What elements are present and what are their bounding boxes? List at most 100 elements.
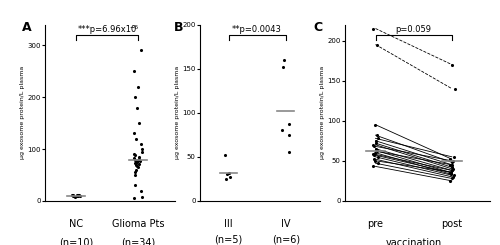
Point <box>368 164 376 168</box>
Y-axis label: µg exosome protein/L plasma: µg exosome protein/L plasma <box>20 66 24 159</box>
Text: vaccination: vaccination <box>386 238 442 245</box>
Point <box>374 136 382 140</box>
Text: −6: −6 <box>130 25 139 30</box>
Text: C: C <box>313 21 322 34</box>
Point <box>131 153 139 157</box>
Point <box>130 69 138 73</box>
Point <box>136 189 144 193</box>
Point <box>450 155 458 159</box>
Point <box>69 194 77 198</box>
Point <box>446 179 454 183</box>
Text: (n=10): (n=10) <box>59 238 93 245</box>
Point <box>136 121 143 125</box>
Point <box>374 155 382 159</box>
Point <box>450 167 458 171</box>
Text: (n=34): (n=34) <box>120 238 155 245</box>
Point <box>369 152 377 156</box>
Point <box>130 152 138 156</box>
Text: B: B <box>174 21 183 34</box>
Point <box>450 173 458 177</box>
Text: **p=0.0043: **p=0.0043 <box>232 25 282 34</box>
Point <box>448 169 456 172</box>
Point <box>130 132 138 135</box>
Point <box>450 87 458 91</box>
Point <box>134 165 142 169</box>
Point <box>134 85 142 89</box>
Point <box>371 159 379 163</box>
Point <box>370 153 378 157</box>
Text: III: III <box>224 219 233 229</box>
Point <box>373 133 381 137</box>
Point <box>222 172 230 176</box>
Point <box>371 123 379 127</box>
Point <box>220 153 228 157</box>
Point <box>369 143 377 147</box>
Point <box>285 150 293 154</box>
Point <box>285 133 293 137</box>
Point <box>138 150 145 154</box>
Text: (n=5): (n=5) <box>214 234 242 245</box>
Point <box>134 158 142 161</box>
Text: Glioma Pts: Glioma Pts <box>112 219 164 229</box>
Point <box>132 137 140 141</box>
Point <box>370 144 378 148</box>
Text: (n=6): (n=6) <box>272 234 300 245</box>
Y-axis label: µg exosome protein/L plasma: µg exosome protein/L plasma <box>320 66 324 159</box>
Text: A: A <box>22 21 31 34</box>
Point <box>370 157 378 161</box>
Text: pre: pre <box>368 219 384 229</box>
Point <box>132 159 140 162</box>
Point <box>138 195 146 199</box>
Point <box>136 159 144 163</box>
Point <box>132 168 140 172</box>
Point <box>225 171 233 175</box>
Point <box>132 183 140 187</box>
Point <box>68 193 76 197</box>
Point <box>132 160 140 164</box>
Text: NC: NC <box>69 219 83 229</box>
Text: post: post <box>442 219 462 229</box>
Point <box>446 170 454 174</box>
Point <box>134 158 142 162</box>
Point <box>138 147 146 151</box>
Point <box>373 43 381 47</box>
Point <box>374 149 382 153</box>
Point <box>131 173 139 177</box>
Point <box>280 58 288 62</box>
Point <box>446 157 454 161</box>
Point <box>448 176 456 180</box>
Point <box>222 177 230 181</box>
Point <box>71 195 79 199</box>
Point <box>447 171 455 175</box>
Point <box>447 172 455 176</box>
Point <box>130 196 138 200</box>
Point <box>448 63 456 67</box>
Point <box>279 65 287 69</box>
Point <box>74 194 82 198</box>
Point <box>69 194 77 197</box>
Text: ***p=6.96x10: ***p=6.96x10 <box>78 25 136 34</box>
Point <box>449 159 457 163</box>
Point <box>374 161 382 165</box>
Point <box>132 160 140 164</box>
Point <box>132 163 140 167</box>
Point <box>446 163 454 167</box>
Point <box>130 156 138 160</box>
Point <box>73 193 81 197</box>
Point <box>448 163 456 167</box>
Point <box>138 49 145 52</box>
Point <box>135 155 143 159</box>
Point <box>372 148 380 152</box>
Text: p=0.059: p=0.059 <box>396 25 432 34</box>
Point <box>372 141 380 145</box>
Point <box>278 128 286 132</box>
Point <box>372 139 380 143</box>
Y-axis label: µg exosome protein/L plasma: µg exosome protein/L plasma <box>174 66 180 159</box>
Point <box>76 194 84 198</box>
Point <box>134 106 141 110</box>
Point <box>75 193 83 197</box>
Text: IV: IV <box>281 219 290 229</box>
Point <box>131 171 139 174</box>
Point <box>450 175 458 179</box>
Point <box>286 122 294 126</box>
